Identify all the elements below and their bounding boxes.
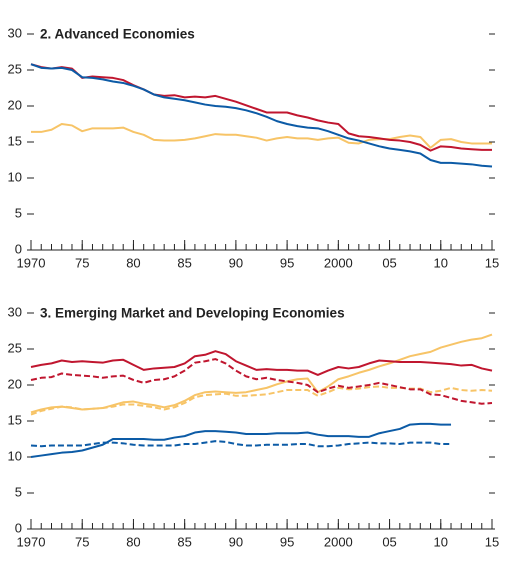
y-tick-label: 10 bbox=[8, 169, 22, 184]
y-tick-label: 30 bbox=[8, 25, 22, 40]
x-tick-label: 15 bbox=[485, 534, 499, 549]
x-tick-label: 95 bbox=[280, 534, 294, 549]
x-tick-label: 85 bbox=[177, 255, 191, 270]
y-tick-label: 30 bbox=[8, 304, 22, 319]
x-tick-label: 2000 bbox=[324, 255, 353, 270]
x-tick-label: 95 bbox=[280, 255, 294, 270]
y-tick-label: 0 bbox=[15, 520, 22, 535]
x-tick-label: 80 bbox=[126, 534, 140, 549]
line bbox=[30, 350, 493, 376]
x-tick-label: 2000 bbox=[324, 534, 353, 549]
x-tick-label: 75 bbox=[75, 534, 89, 549]
dashed-line bbox=[30, 358, 493, 405]
line bbox=[30, 422, 452, 458]
x-tick-label: 75 bbox=[75, 255, 89, 270]
x-tick-label: 90 bbox=[229, 255, 243, 270]
y-tick-label: 25 bbox=[8, 340, 22, 355]
line bbox=[30, 333, 493, 414]
x-tick-label: 80 bbox=[126, 255, 140, 270]
y-tick-label: 15 bbox=[8, 412, 22, 427]
x-tick-label: 05 bbox=[382, 534, 396, 549]
line bbox=[31, 123, 492, 149]
x-tick-label: 90 bbox=[229, 534, 243, 549]
x-tick-label: 1970 bbox=[17, 534, 46, 549]
y-tick-label: 5 bbox=[15, 484, 22, 499]
y-tick-label: 25 bbox=[8, 61, 22, 76]
x-tick-label: 85 bbox=[177, 534, 191, 549]
dashed-line bbox=[30, 385, 493, 416]
line bbox=[30, 63, 493, 168]
x-tick-label: 10 bbox=[434, 255, 448, 270]
y-tick-label: 15 bbox=[8, 133, 22, 148]
x-tick-label: 15 bbox=[485, 255, 499, 270]
y-tick-label: 5 bbox=[15, 205, 22, 220]
x-tick-label: 10 bbox=[434, 534, 448, 549]
dashed-line bbox=[30, 440, 452, 448]
chart-title: 3. Emerging Market and Developing Econom… bbox=[40, 306, 345, 321]
line bbox=[30, 63, 492, 152]
x-tick-label: 1970 bbox=[17, 255, 46, 270]
x-tick-label: 05 bbox=[382, 255, 396, 270]
y-tick-label: 20 bbox=[8, 376, 22, 391]
y-tick-label: 0 bbox=[15, 241, 22, 256]
chart-title: 2. Advanced Economies bbox=[40, 27, 195, 42]
y-tick-label: 10 bbox=[8, 448, 22, 463]
y-tick-label: 20 bbox=[8, 97, 22, 112]
